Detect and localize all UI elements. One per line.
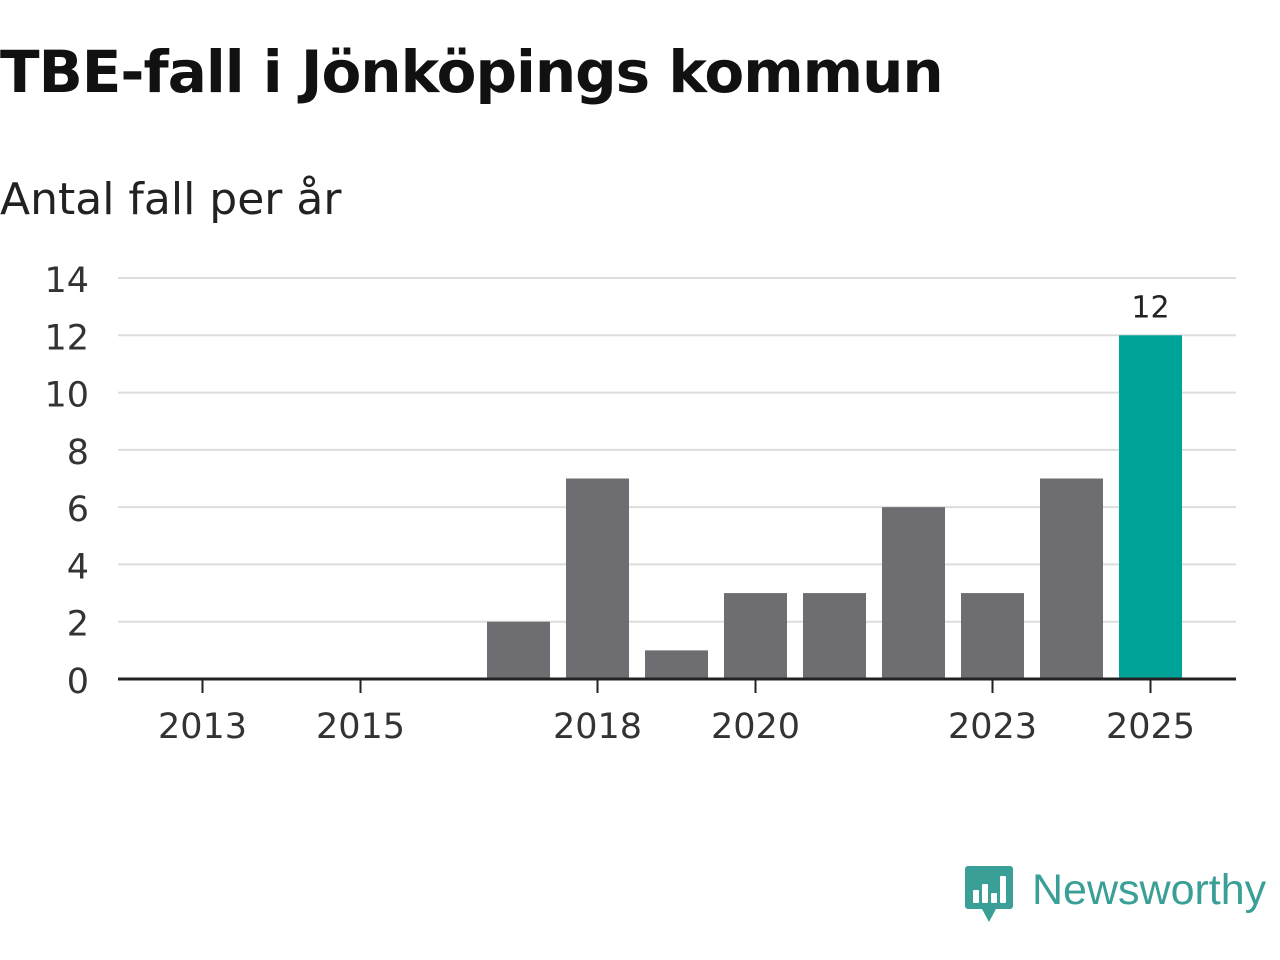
y-tick-label-2: 2 — [67, 605, 89, 645]
newsworthy-bar-chart-bubble-icon — [965, 866, 1013, 922]
y-tick-label-14: 14 — [44, 261, 89, 301]
x-tick-label-2018: 2018 — [553, 707, 642, 747]
bar-2023 — [961, 593, 1024, 679]
data-label-2025: 12 — [1131, 290, 1169, 325]
bar-2024 — [1040, 478, 1103, 679]
chart-title: TBE-fall i Jönköpings kommun — [0, 38, 944, 106]
bar-2021 — [803, 593, 866, 679]
bar-2025 — [1119, 335, 1182, 679]
bar-2020 — [724, 593, 787, 679]
chart-subtitle: Antal fall per år — [0, 174, 342, 225]
x-tick-label-2015: 2015 — [316, 707, 405, 747]
y-tick-label-8: 8 — [67, 433, 89, 473]
data-labels: 12 — [1131, 290, 1169, 325]
x-tick-label-2013: 2013 — [158, 707, 247, 747]
x-tick-label-2023: 2023 — [948, 707, 1037, 747]
x-axis-ticks: 2013 2015 2018 2020 2023 2025 — [158, 679, 1195, 747]
y-tick-label-0: 0 — [67, 662, 89, 702]
y-tick-label-4: 4 — [67, 547, 89, 587]
y-axis-ticks: 0 2 4 6 8 10 12 14 — [44, 261, 89, 702]
bar-2018 — [566, 478, 629, 679]
y-tick-label-6: 6 — [67, 490, 89, 530]
bar-chart: 0 2 4 6 8 10 12 14 12 2013 2015 2018 2020 2023 2025 — [44, 261, 1236, 747]
brand-name: Newsworthy — [1032, 866, 1267, 914]
bars — [487, 335, 1182, 679]
y-tick-label-12: 12 — [44, 318, 89, 358]
brand-logo: Newsworthy — [964, 864, 1266, 928]
bar-2017 — [487, 621, 550, 679]
y-tick-label-10: 10 — [44, 376, 89, 416]
x-tick-label-2025: 2025 — [1106, 707, 1195, 747]
x-tick-label-2020: 2020 — [711, 707, 800, 747]
bar-2019 — [645, 650, 708, 679]
bar-2022 — [882, 507, 945, 679]
